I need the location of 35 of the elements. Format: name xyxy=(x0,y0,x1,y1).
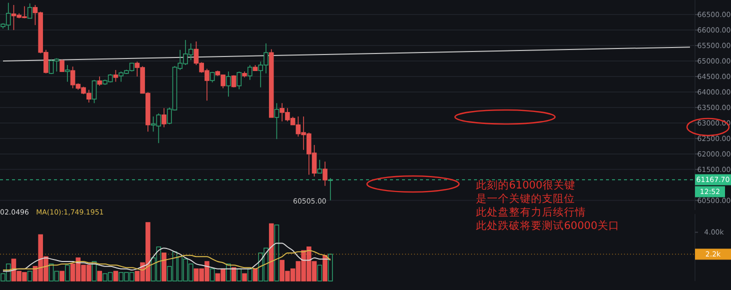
candlestick xyxy=(97,76,102,86)
bar xyxy=(162,252,166,282)
candlestick xyxy=(113,70,118,82)
candlestick xyxy=(92,80,97,104)
bar xyxy=(252,268,258,282)
bar xyxy=(231,267,236,282)
bar xyxy=(65,264,70,282)
candlestick xyxy=(60,59,64,72)
candlestick xyxy=(162,108,166,128)
annotation: 此刻的61000很关键 xyxy=(476,178,576,192)
candlestick xyxy=(27,3,32,19)
candlestick xyxy=(328,178,333,201)
bar xyxy=(274,224,280,282)
candlestick xyxy=(274,102,280,140)
bar xyxy=(113,270,118,282)
candlestick xyxy=(231,74,236,88)
annotation: 此处盘整有力后续行情 xyxy=(476,206,586,219)
bar xyxy=(27,270,32,282)
bar xyxy=(210,268,215,282)
annotation: 此处跌破将要测试60000关口 xyxy=(476,219,620,232)
annotation: 是一个关键的支阻位 xyxy=(476,192,575,206)
candlestick xyxy=(247,64,252,80)
bar xyxy=(60,270,64,282)
candlestick xyxy=(317,159,322,174)
bar xyxy=(242,273,247,282)
candlestick xyxy=(236,71,242,90)
bar xyxy=(247,268,252,282)
bar xyxy=(268,223,274,282)
bar xyxy=(322,255,328,282)
bar xyxy=(317,264,322,282)
bar xyxy=(328,254,333,282)
candlestick xyxy=(226,71,231,98)
bar xyxy=(97,270,102,282)
candlestick xyxy=(322,161,328,186)
candlestick xyxy=(65,64,70,82)
